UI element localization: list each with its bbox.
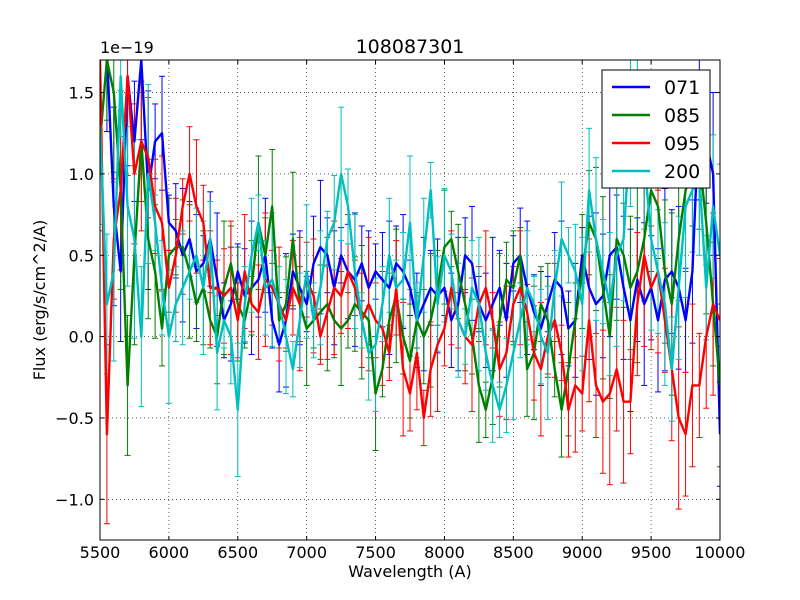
x-tick-label: 6500 [217,543,258,562]
x-tick-label: 8500 [493,543,534,562]
y-axis-label: Flux (erg/s/cm^2/A) [30,220,49,381]
y-offset-label: 1e−19 [100,38,154,57]
y-tick-label: 0.0 [69,328,94,347]
legend-item-200: 200 [612,161,700,183]
x-tick-label: 8000 [424,543,465,562]
series-lines [100,60,720,436]
x-tick-label: 7000 [286,543,327,562]
y-tick-label: −1.0 [55,490,94,509]
series-line-095 [100,60,720,436]
x-tick-label: 9500 [631,543,672,562]
legend-box [601,69,711,189]
legend-label: 095 [664,133,700,155]
legend-label: 200 [664,161,700,183]
y-tick-label: 0.5 [69,246,94,265]
legend-item-071: 071 [612,77,700,99]
legend-item-085: 085 [612,105,700,127]
x-tick-label: 10000 [695,543,746,562]
x-tick-label: 5500 [80,543,121,562]
y-tick-label: −0.5 [55,409,94,428]
x-axis-label: Wavelength (A) [348,562,471,581]
error-bar [717,303,720,468]
x-tick-label: 9000 [562,543,603,562]
x-tick-label: 7500 [355,543,396,562]
y-tick-label: 1.0 [69,165,94,184]
legend-item-095: 095 [612,133,700,155]
axis-ticks: 5500 6000 6500 7000 7500 8000 8500 9000 9500 1000… [55,60,745,562]
plot-frame [99,59,721,541]
y-tick-label: 1.5 [69,84,94,103]
legend-label: 085 [664,105,700,127]
x-tick-label: 6000 [149,543,190,562]
series-line-200 [100,75,720,411]
legend-label: 071 [664,77,700,99]
chart-title: 108087301 [356,36,465,58]
legend: 071 085 095 200 [601,69,711,189]
